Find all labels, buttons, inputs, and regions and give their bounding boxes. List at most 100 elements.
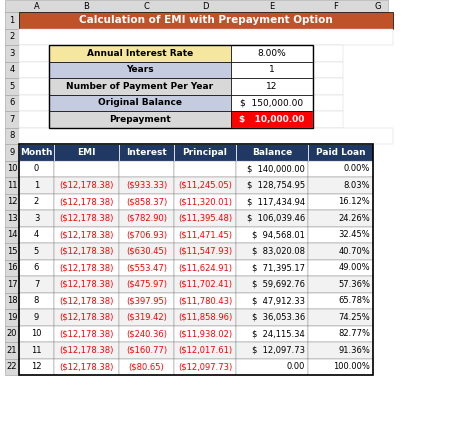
Bar <box>119 210 174 226</box>
Bar <box>174 210 236 226</box>
Bar <box>313 62 343 78</box>
Bar <box>49 111 231 128</box>
Bar <box>5 226 19 243</box>
Text: 7: 7 <box>34 280 39 289</box>
Text: 0: 0 <box>34 164 39 173</box>
Text: $  47,912.33: $ 47,912.33 <box>252 296 305 305</box>
Bar <box>308 243 373 259</box>
Bar <box>54 193 119 210</box>
Bar <box>19 210 54 226</box>
Text: ($12,178.38): ($12,178.38) <box>59 214 114 223</box>
Text: 1: 1 <box>34 181 39 190</box>
Text: 6: 6 <box>9 98 15 107</box>
Text: Interest: Interest <box>126 148 167 157</box>
Bar <box>308 309 373 326</box>
Bar <box>236 259 308 276</box>
Bar <box>308 160 373 177</box>
Bar <box>236 359 308 375</box>
Bar <box>19 12 393 29</box>
Text: $  12,097.73: $ 12,097.73 <box>252 346 305 355</box>
Bar <box>119 177 174 193</box>
Text: $  83,020.08: $ 83,020.08 <box>252 247 305 256</box>
Bar <box>54 144 119 160</box>
Bar <box>119 309 174 326</box>
Bar <box>174 326 236 342</box>
Text: 19: 19 <box>7 313 17 322</box>
Bar <box>119 359 174 375</box>
Text: ($12,178.38): ($12,178.38) <box>59 329 114 338</box>
Text: ($11,858.96): ($11,858.96) <box>178 313 232 322</box>
Bar <box>231 111 313 128</box>
Bar <box>5 95 19 111</box>
Text: 1: 1 <box>269 65 275 74</box>
Text: 3: 3 <box>34 214 39 223</box>
Bar <box>236 193 308 210</box>
Text: 57.36%: 57.36% <box>338 280 370 289</box>
Bar <box>231 78 313 95</box>
Text: 2: 2 <box>9 32 15 41</box>
Text: ($12,178.38): ($12,178.38) <box>59 346 114 355</box>
Bar <box>174 193 236 210</box>
Bar <box>19 45 49 62</box>
Text: 91.36%: 91.36% <box>338 346 370 355</box>
Bar <box>5 177 19 193</box>
Bar <box>308 359 373 375</box>
Text: 9: 9 <box>9 148 15 157</box>
Text: ($12,178.38): ($12,178.38) <box>59 247 114 256</box>
Text: ($475.97): ($475.97) <box>126 280 167 289</box>
Text: 11: 11 <box>31 346 42 355</box>
Text: ($12,178.38): ($12,178.38) <box>59 362 114 371</box>
Text: 8.03%: 8.03% <box>343 181 370 190</box>
Text: 14: 14 <box>7 230 17 239</box>
Bar <box>308 177 373 193</box>
Bar <box>19 62 49 78</box>
Bar <box>54 259 119 276</box>
Text: 16.12%: 16.12% <box>338 197 370 206</box>
Text: $  128,754.95: $ 128,754.95 <box>247 181 305 190</box>
Bar <box>308 226 373 243</box>
Text: 0.00: 0.00 <box>287 362 305 371</box>
Bar <box>308 144 373 160</box>
Text: 1: 1 <box>9 16 15 25</box>
Text: 5: 5 <box>34 247 39 256</box>
Bar <box>19 29 393 45</box>
Bar <box>236 309 308 326</box>
Text: 10: 10 <box>31 329 42 338</box>
Bar <box>19 243 54 259</box>
Bar <box>5 342 19 359</box>
Bar <box>119 226 174 243</box>
Text: ($858.37): ($858.37) <box>126 197 167 206</box>
Bar <box>19 177 54 193</box>
Text: 8: 8 <box>34 296 39 305</box>
Bar <box>236 292 308 309</box>
Text: 3: 3 <box>9 49 15 58</box>
Bar <box>49 78 231 95</box>
Bar <box>49 95 231 111</box>
Bar <box>236 160 308 177</box>
Text: ($11,780.43): ($11,780.43) <box>178 296 232 305</box>
Bar <box>5 62 19 78</box>
Bar <box>5 29 19 45</box>
Text: $  106,039.46: $ 106,039.46 <box>247 214 305 223</box>
Bar <box>54 243 119 259</box>
Bar <box>119 292 174 309</box>
Text: 7: 7 <box>9 115 15 124</box>
Bar <box>236 326 308 342</box>
Text: G: G <box>375 2 381 11</box>
Text: Prepayment: Prepayment <box>109 115 171 124</box>
Text: 5: 5 <box>9 82 15 91</box>
Text: 49.00%: 49.00% <box>338 263 370 272</box>
Bar <box>231 45 313 62</box>
Text: 9: 9 <box>34 313 39 322</box>
Text: $  36,053.36: $ 36,053.36 <box>252 313 305 322</box>
Text: 100.00%: 100.00% <box>333 362 370 371</box>
Text: Paid Loan: Paid Loan <box>316 148 365 157</box>
Bar <box>5 309 19 326</box>
Text: 21: 21 <box>7 346 17 355</box>
Bar <box>308 276 373 292</box>
Bar <box>119 193 174 210</box>
Bar <box>19 342 54 359</box>
Text: 6: 6 <box>34 263 39 272</box>
Text: $   10,000.00: $ 10,000.00 <box>239 115 305 124</box>
Text: EMI: EMI <box>77 148 96 157</box>
